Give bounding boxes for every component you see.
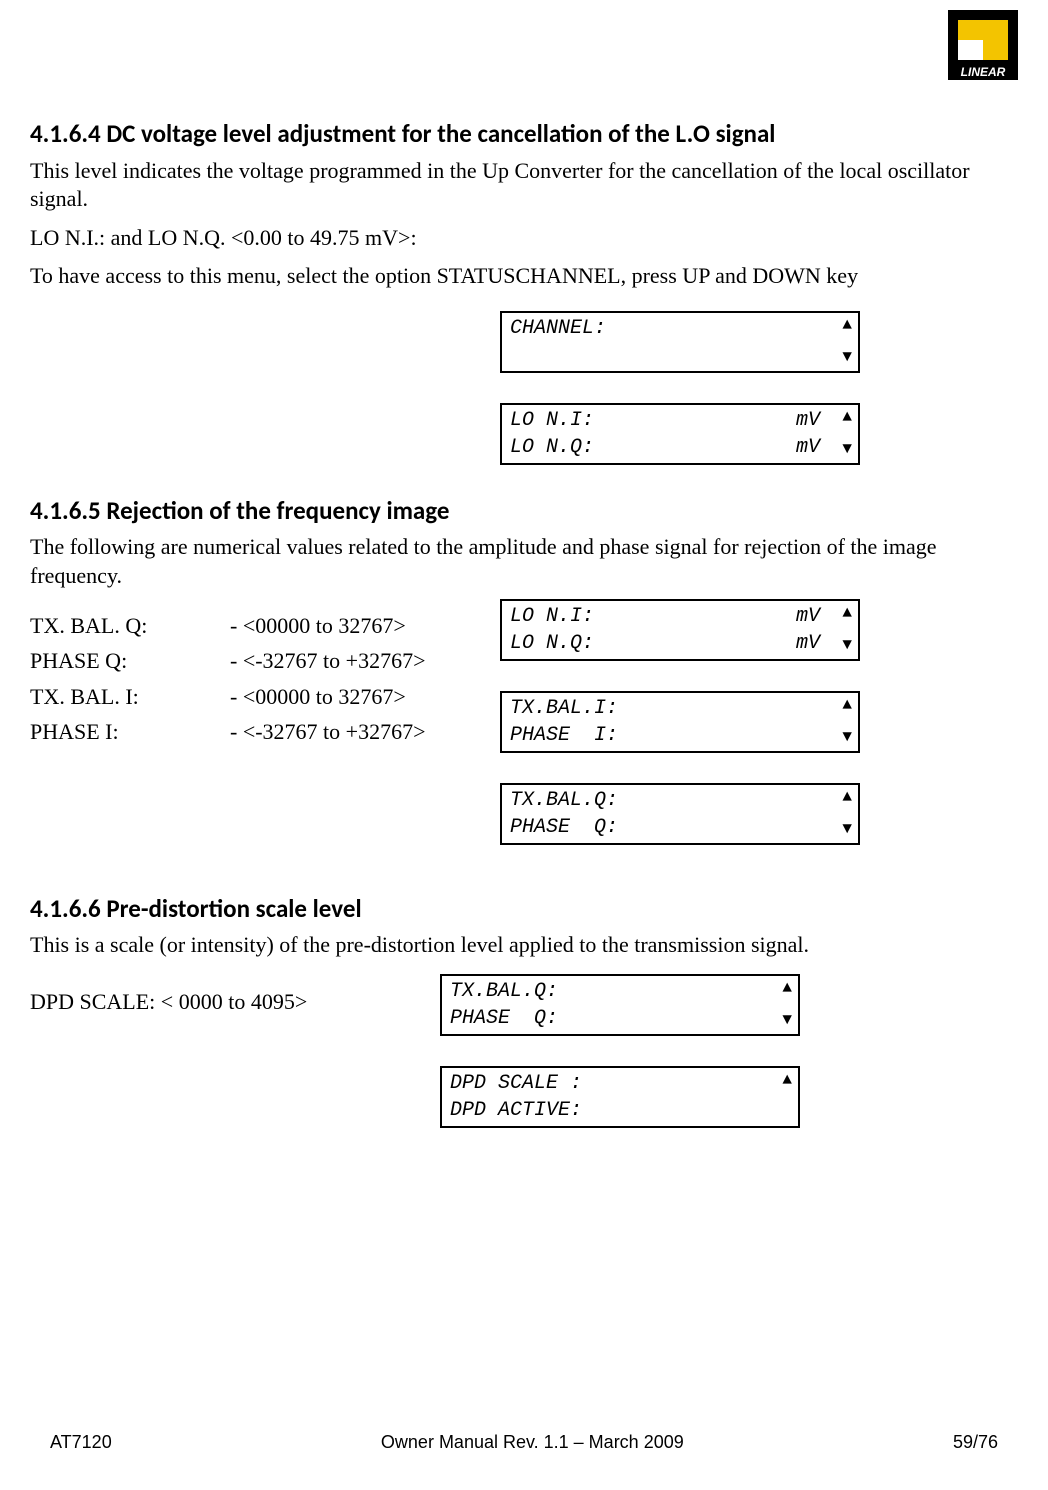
p-4164-1: This level indicates the voltage program… <box>30 157 1018 214</box>
lcd-txbal-q: TX.BAL.Q: PHASE Q: ▲ ▼ <box>500 783 860 845</box>
lcd-text: TX.BAL.Q: <box>510 787 832 814</box>
lcd-text: PHASE Q: <box>450 1005 772 1032</box>
param-label: PHASE Q: <box>30 647 230 676</box>
lcd-text: PHASE I: <box>510 722 832 749</box>
param-label: TX. BAL. I: <box>30 683 230 712</box>
lcd-text: mV <box>796 434 832 461</box>
lcd-text: LO N.I: <box>510 407 796 434</box>
p-4164-3: To have access to this menu, select the … <box>30 262 1018 291</box>
lcd-text: PHASE Q: <box>510 814 832 841</box>
arrow-down-icon: ▼ <box>842 635 852 657</box>
linear-logo: LINEAR <box>948 10 1018 80</box>
lcd-text: LO N.Q: <box>510 434 796 461</box>
lcd-text: TX.BAL.Q: <box>450 978 772 1005</box>
arrow-up-icon: ▲ <box>842 407 852 429</box>
p-4166-1: This is a scale (or intensity) of the pr… <box>30 931 1018 960</box>
param-range: - <00000 to 32767> <box>230 683 470 712</box>
arrow-down-icon: ▼ <box>842 819 852 841</box>
arrow-up-icon: ▲ <box>842 315 852 337</box>
param-range: - <00000 to 32767> <box>230 612 470 641</box>
param-label: TX. BAL. Q: <box>30 612 230 641</box>
lcd-dpd: DPD SCALE : DPD ACTIVE: ▲ <box>440 1066 800 1128</box>
arrow-down-icon: ▼ <box>782 1010 792 1032</box>
arrow-down-icon: ▼ <box>842 347 852 369</box>
param-range: - <-32767 to +32767> <box>230 647 470 676</box>
param-range: - <-32767 to +32767> <box>230 718 470 747</box>
param-label: PHASE I: <box>30 718 230 747</box>
lcd-txbal-q2: TX.BAL.Q: PHASE Q: ▲ ▼ <box>440 974 800 1036</box>
lcd-text: TX.BAL.I: <box>510 695 832 722</box>
svg-text:LINEAR: LINEAR <box>961 65 1006 79</box>
p-4164-2: LO N.I.: and LO N.Q. <0.00 to 49.75 mV>: <box>30 224 1018 253</box>
arrow-up-icon: ▲ <box>842 695 852 717</box>
lcd-text: CHANNEL: <box>510 315 832 342</box>
lcd-text: mV <box>796 630 832 657</box>
p-4165-1: The following are numerical values relat… <box>30 533 1018 590</box>
heading-4165: 4.1.6.5 Rejection of the frequency image <box>30 495 1018 528</box>
lcd-text: mV <box>796 603 832 630</box>
footer-left: AT7120 <box>50 1431 112 1454</box>
heading-4164: 4.1.6.4 DC voltage level adjustment for … <box>30 118 1018 151</box>
param-label: DPD SCALE: < 0000 to 4095> <box>30 988 307 1017</box>
footer-right: 59/76 <box>953 1431 998 1454</box>
page-footer: AT7120 Owner Manual Rev. 1.1 – March 200… <box>50 1431 998 1454</box>
lcd-lo-1: LO N.I: mV LO N.Q: mV ▲ ▼ <box>500 403 860 465</box>
lcd-text: mV <box>796 407 832 434</box>
lcd-text: DPD ACTIVE: <box>450 1097 772 1124</box>
arrow-up-icon: ▲ <box>782 1070 792 1092</box>
lcd-text: DPD SCALE : <box>450 1070 772 1097</box>
arrow-down-icon: ▼ <box>842 727 852 749</box>
lcd-txbal-i: TX.BAL.I: PHASE I: ▲ ▼ <box>500 691 860 753</box>
arrow-up-icon: ▲ <box>782 978 792 1000</box>
lcd-text <box>510 342 832 369</box>
heading-4166: 4.1.6.6 Pre-distortion scale level <box>30 893 1018 926</box>
lcd-lo-2: LO N.I: mV LO N.Q: mV ▲ ▼ <box>500 599 860 661</box>
lcd-text: LO N.Q: <box>510 630 796 657</box>
arrow-up-icon: ▲ <box>842 787 852 809</box>
lcd-channel: CHANNEL: ▲ ▼ <box>500 311 860 373</box>
arrow-down-icon: ▼ <box>842 439 852 461</box>
lcd-text: LO N.I: <box>510 603 796 630</box>
footer-center: Owner Manual Rev. 1.1 – March 2009 <box>381 1431 684 1454</box>
arrow-up-icon: ▲ <box>842 603 852 625</box>
